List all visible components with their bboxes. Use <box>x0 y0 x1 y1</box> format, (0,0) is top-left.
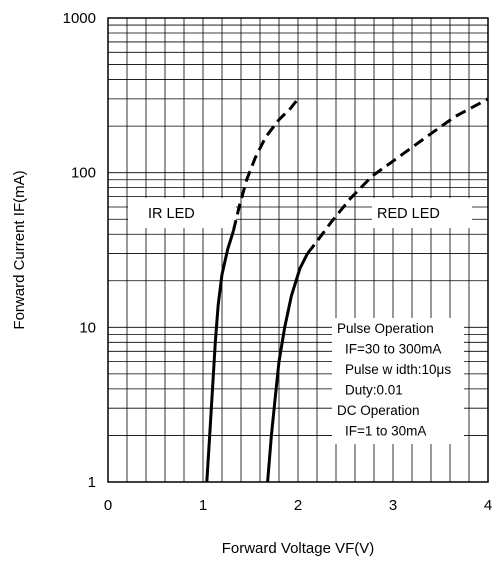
y-tick-label: 1000 <box>63 10 96 27</box>
condition-pulse-current: IF=30 to 300mA <box>345 342 441 357</box>
x-tick-label: 3 <box>389 497 397 514</box>
y-tick-label: 10 <box>79 319 96 336</box>
x-tick-label: 0 <box>104 497 112 514</box>
condition-pulse-operation: Pulse Operation <box>337 321 434 336</box>
red-led-curve-solid <box>266 252 309 483</box>
x-tick-label: 4 <box>484 497 492 514</box>
conditions-box <box>332 318 464 444</box>
condition-dc-operation: DC Operation <box>337 403 420 418</box>
x-tick-label: 1 <box>199 497 207 514</box>
ir-led-curve-solid <box>205 230 235 483</box>
red-led-label: RED LED <box>377 206 440 222</box>
plot-frame <box>107 17 489 483</box>
x-tick-label: 2 <box>294 497 302 514</box>
x-tick-labels: 0 1 2 3 4 <box>104 497 492 514</box>
ir-led-label-box <box>128 198 236 228</box>
y-tick-labels: 1 10 100 1000 <box>63 10 96 491</box>
y-tick-label: 1 <box>88 474 96 491</box>
x-axis-label: Forward Voltage VF(V) <box>222 540 375 557</box>
condition-duty: Duty:0.01 <box>345 383 403 398</box>
red-led-label-box <box>372 198 472 228</box>
ir-led-label: IR LED <box>148 206 195 222</box>
ir-led-curve-dashed <box>231 97 300 232</box>
curves <box>205 97 489 483</box>
y-axis-label: Forward Current IF(mA) <box>11 170 28 329</box>
condition-dc-current: IF=1 to 30mA <box>345 424 426 439</box>
y-tick-label: 100 <box>71 165 96 182</box>
condition-pulse-width: Pulse w idth:10μs <box>345 362 451 377</box>
red-led-curve-dashed <box>306 97 489 255</box>
